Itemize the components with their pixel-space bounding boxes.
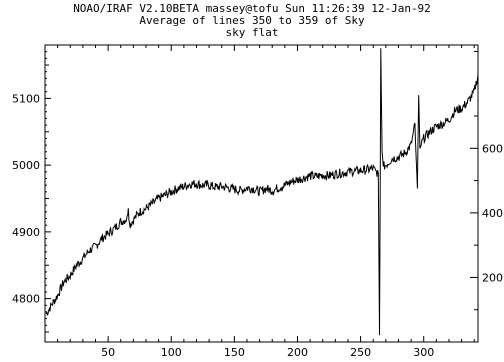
y-tick-label: 4800 xyxy=(12,293,40,306)
right-y-tick-label: 600 xyxy=(482,142,503,155)
right-y-tick-label: 400 xyxy=(482,207,503,220)
right-y-tick-label: 200 xyxy=(482,271,503,284)
x-tick-label: 200 xyxy=(287,346,308,359)
header-line-1: NOAO/IRAF V2.10BETA massey@tofu Sun 11:2… xyxy=(73,2,431,15)
x-tick-label: 100 xyxy=(161,346,182,359)
y-tick-label: 5000 xyxy=(12,159,40,172)
y-axis-left: 4800 4900 5000 5100 xyxy=(12,44,51,333)
y-tick-label: 5100 xyxy=(12,92,40,105)
x-axis: 50 100 150 200 250 300 xyxy=(57,45,475,359)
x-tick-label: 250 xyxy=(350,346,371,359)
plot-frame xyxy=(44,44,479,343)
y-axis-right: 200 400 600 xyxy=(470,50,503,311)
chart-subtitle: sky flat xyxy=(226,26,279,39)
chart-title: Average of lines 350 to 359 of Sky xyxy=(139,14,365,27)
x-tick-label: 150 xyxy=(224,346,245,359)
x-tick-label: 300 xyxy=(413,346,434,359)
x-tick-label: 50 xyxy=(101,346,115,359)
y-tick-label: 4900 xyxy=(12,226,40,239)
series-line xyxy=(45,48,479,336)
